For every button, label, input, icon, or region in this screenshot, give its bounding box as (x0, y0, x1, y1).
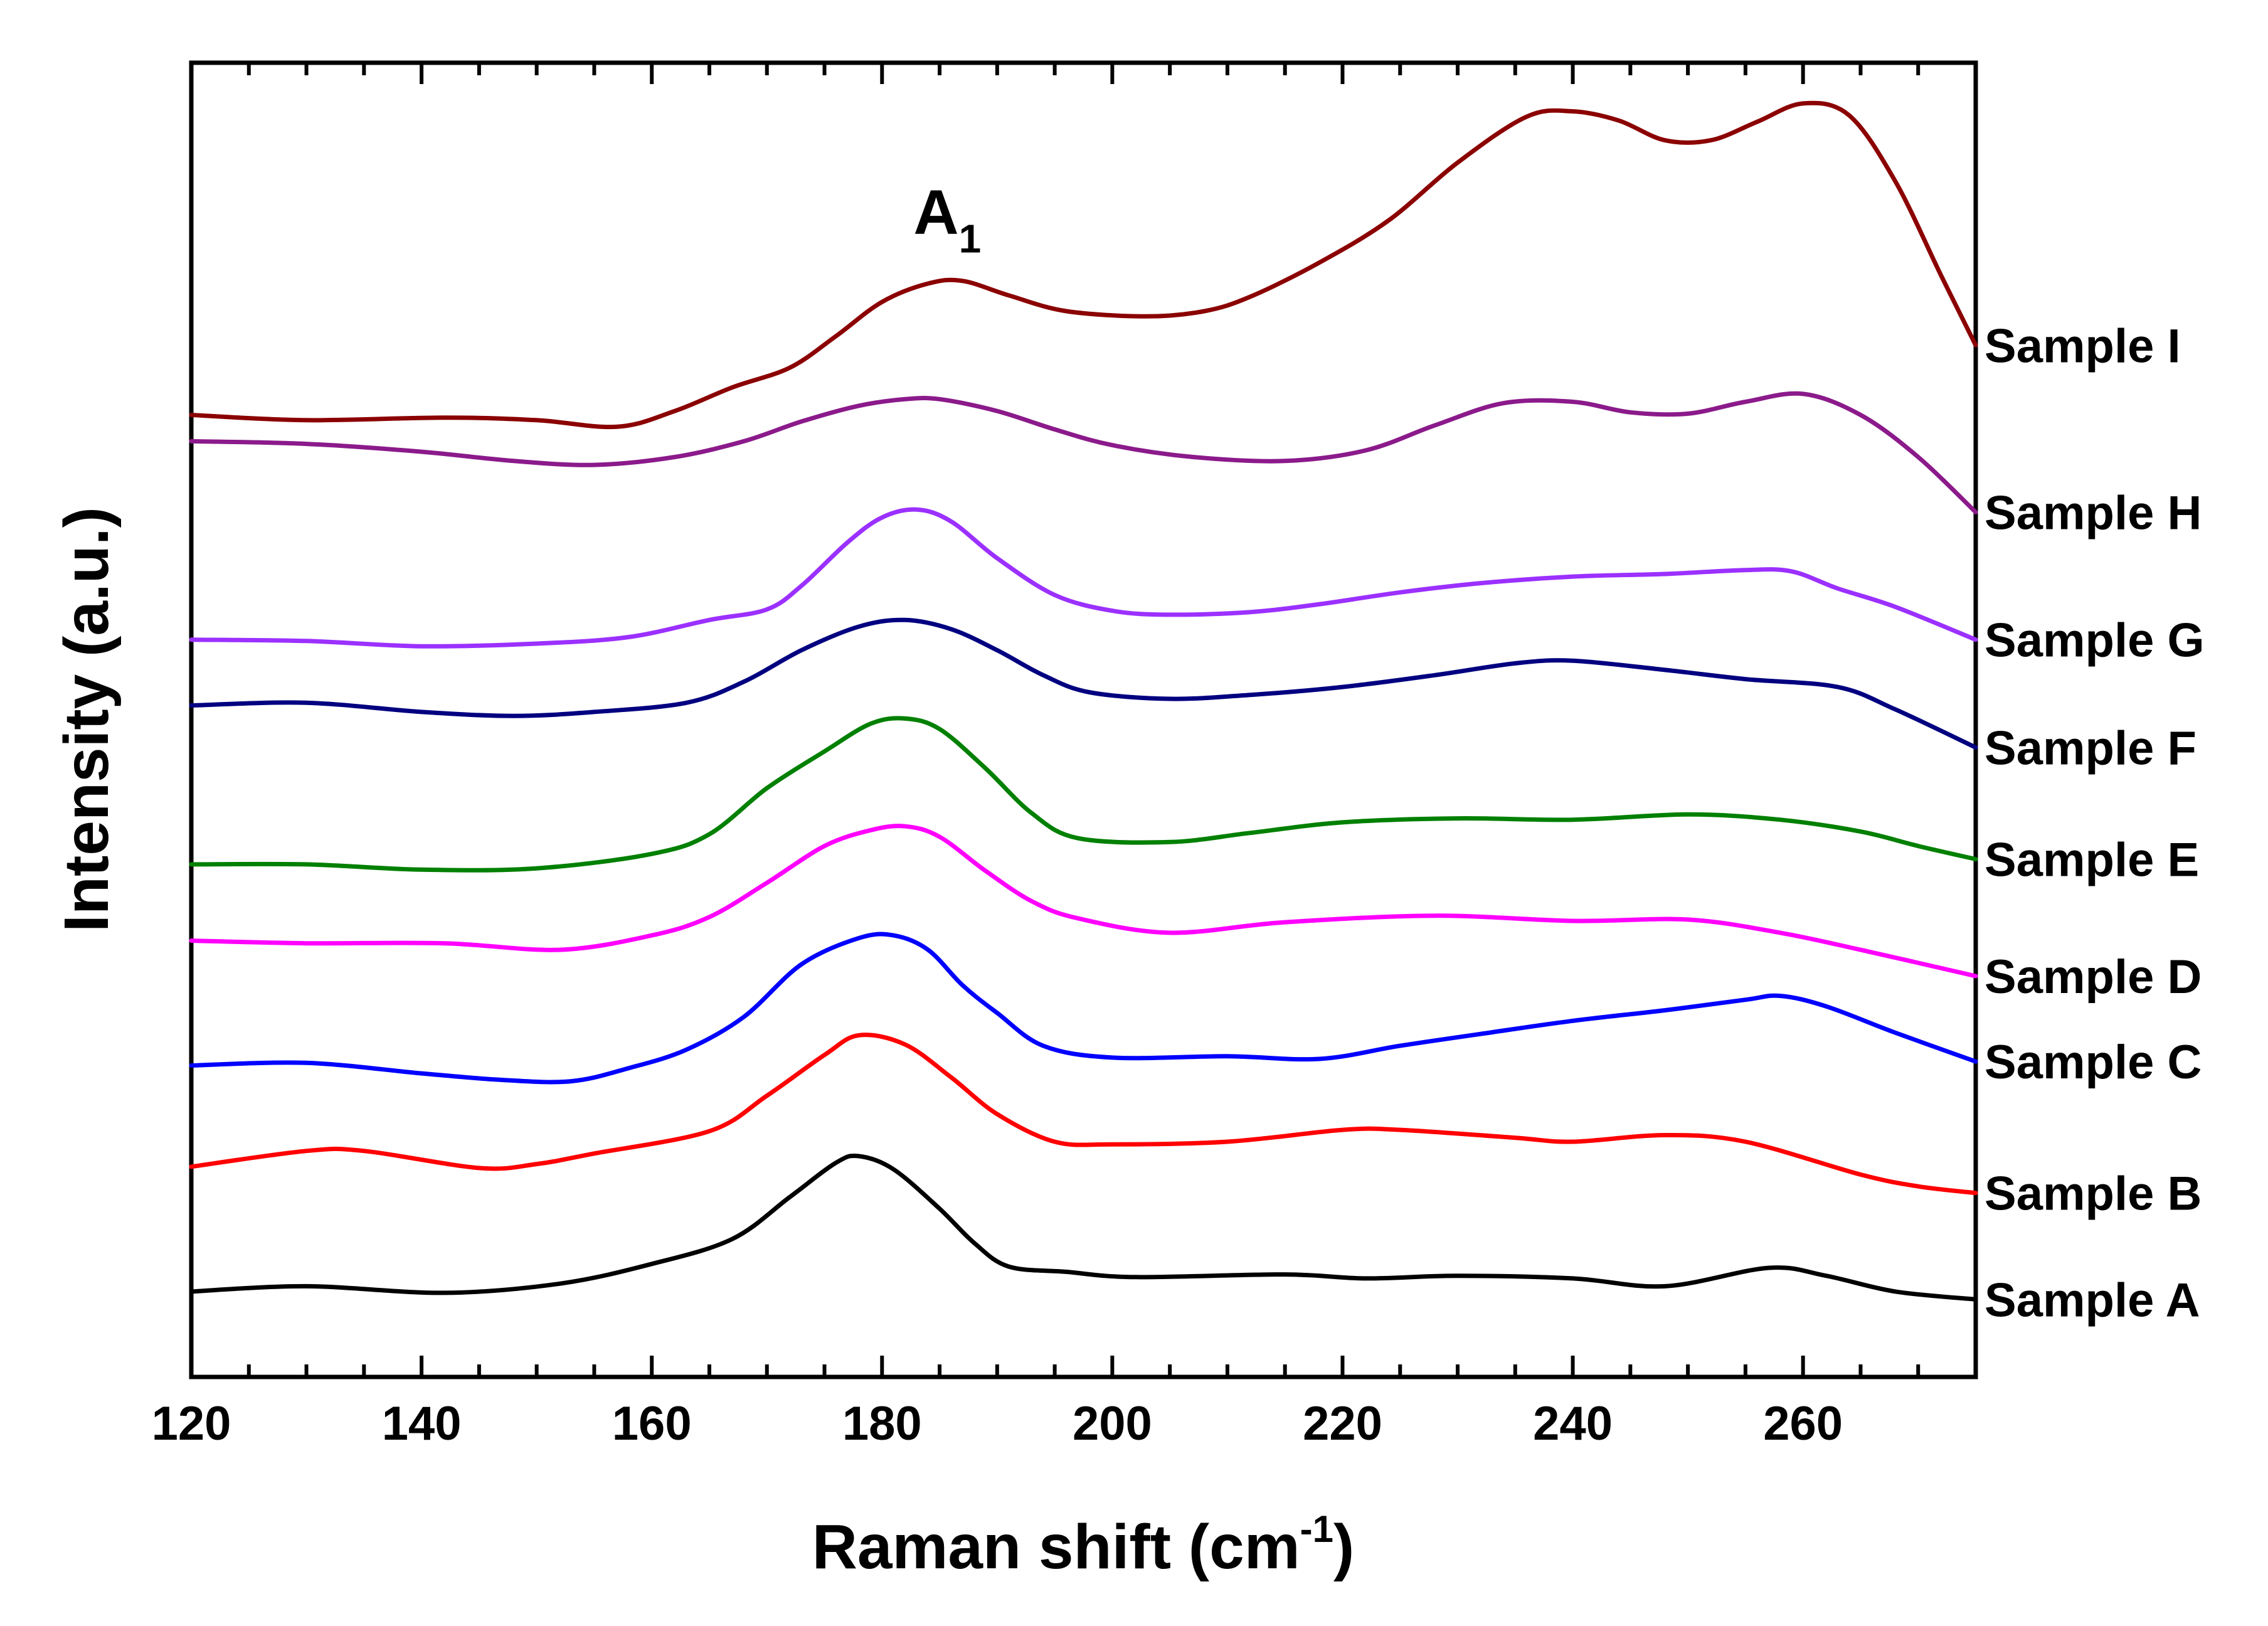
x-tick-label: 220 (1303, 1397, 1382, 1450)
plot-frame (189, 60, 1978, 1379)
series-label-sample-d: Sample D (1984, 950, 2202, 1004)
series-group (189, 100, 1978, 1302)
x-tick-label: 140 (382, 1397, 462, 1450)
series-line-sample-d (189, 824, 1978, 979)
x-tick-label: 200 (1073, 1397, 1152, 1450)
series-line-sample-i (189, 100, 1978, 430)
series-label-sample-i: Sample I (1984, 319, 2181, 373)
series-label-sample-h: Sample H (1984, 486, 2202, 539)
x-tick-label: 180 (842, 1397, 922, 1450)
series-label-sample-e: Sample E (1984, 834, 2199, 887)
series-line-sample-c (189, 932, 1978, 1085)
x-tick-label: 260 (1763, 1397, 1843, 1450)
series-labels: Sample A Sample B Sample C Sample D Sample E… (1984, 319, 2205, 1327)
x-tick-label: 240 (1533, 1397, 1613, 1450)
series-line-sample-a (189, 1153, 1978, 1302)
series-line-sample-g (189, 507, 1978, 649)
series-line-sample-f (189, 617, 1978, 750)
series-line-sample-h (189, 391, 1978, 514)
y-axis-title: Intensity (a.u.) (51, 507, 122, 932)
x-axis-title: Raman shift (cm-1) (812, 1508, 1355, 1582)
series-line-sample-e (189, 716, 1978, 873)
series-label-sample-a: Sample A (1984, 1273, 2200, 1327)
x-tick-labels: 120 140 160 180 200 220 240 260 (152, 1397, 1843, 1450)
series-label-sample-f: Sample F (1984, 721, 2196, 775)
x-tick-label: 120 (152, 1397, 231, 1450)
peak-annotation-a1: A1 (913, 177, 981, 261)
axis-ticks (189, 63, 1978, 1377)
series-line-sample-b (189, 1033, 1978, 1196)
x-tick-label: 160 (612, 1397, 692, 1450)
series-label-sample-g: Sample G (1984, 614, 2205, 667)
series-label-sample-b: Sample B (1984, 1167, 2202, 1221)
series-label-sample-c: Sample C (1984, 1036, 2202, 1089)
